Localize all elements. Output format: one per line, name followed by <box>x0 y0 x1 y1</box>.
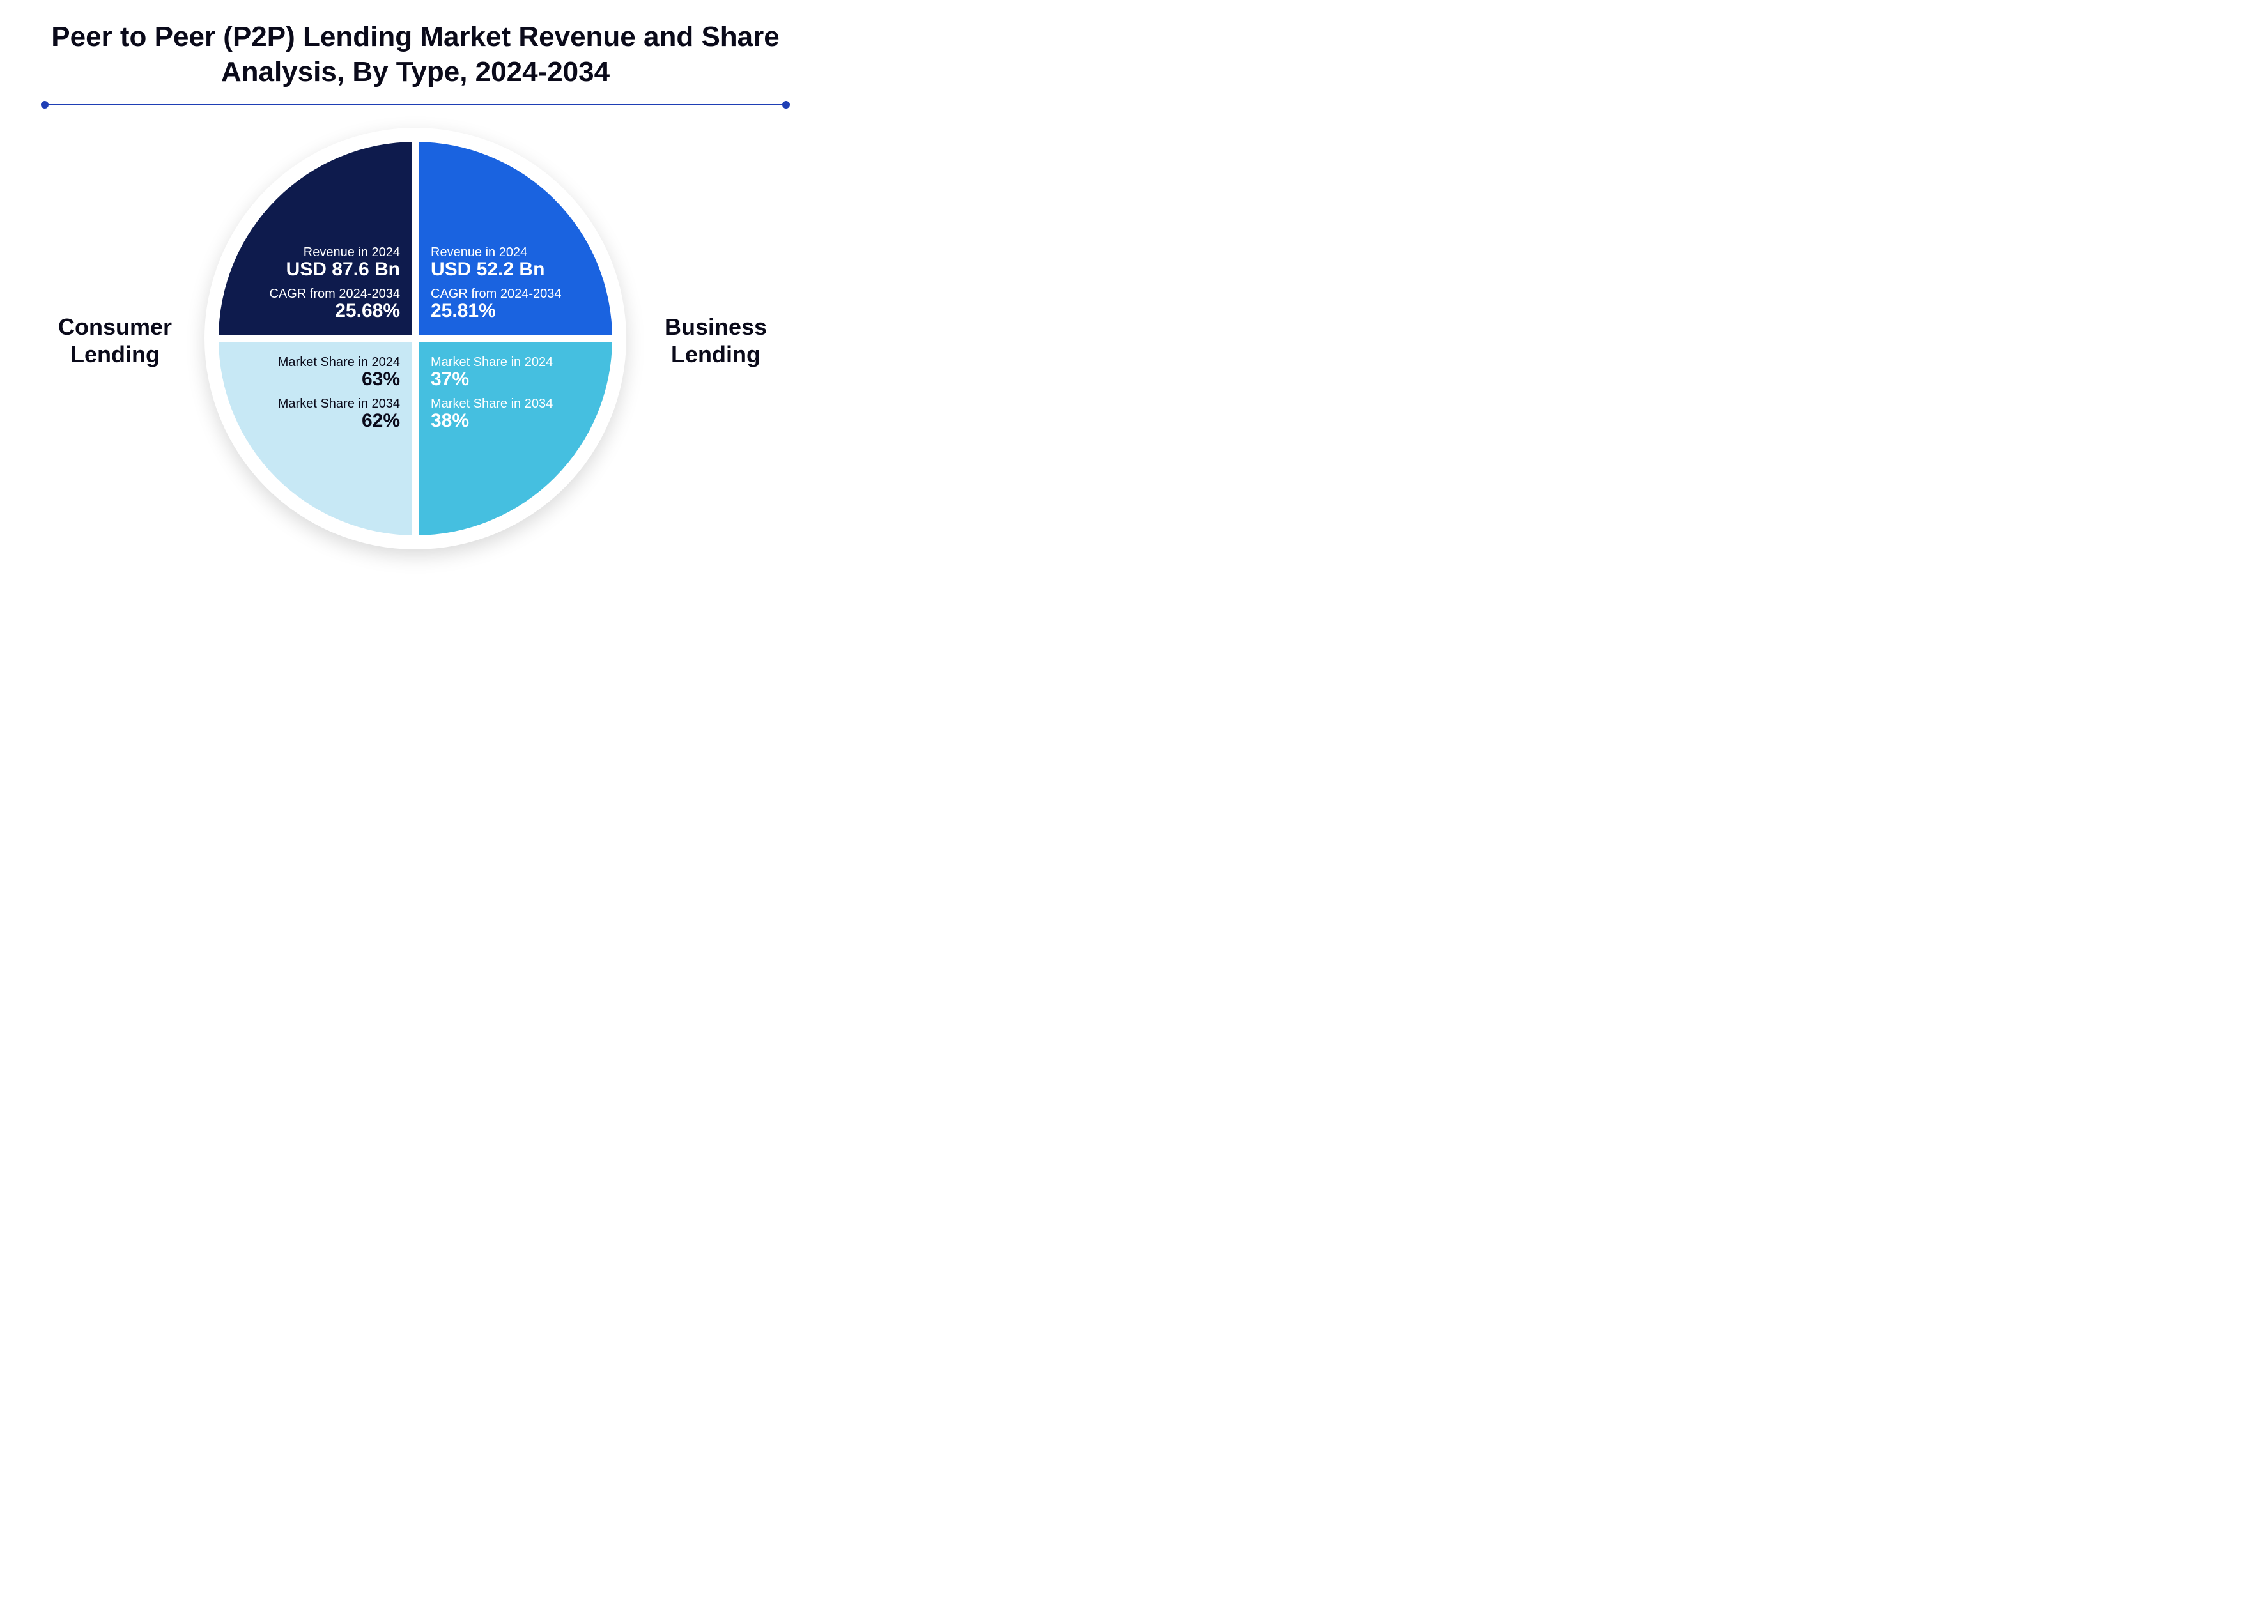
metric-block: Revenue in 2024 USD 52.2 Bn <box>431 245 544 280</box>
metric-value: 25.81% <box>431 300 562 322</box>
quadrant-content: Market Share in 2024 63% Market Share in… <box>278 355 400 432</box>
chart-area: Consumer Lending Business Lending Revenu… <box>0 121 831 588</box>
metric-value: 63% <box>278 369 400 390</box>
category-label-consumer: Consumer Lending <box>38 313 192 368</box>
metric-block: CAGR from 2024-2034 25.81% <box>431 287 562 322</box>
category-label-line: Lending <box>38 341 192 368</box>
quadrant-consumer-revenue: Revenue in 2024 USD 87.6 Bn CAGR from 20… <box>219 142 415 339</box>
circle-chart: Revenue in 2024 USD 87.6 Bn CAGR from 20… <box>204 128 626 549</box>
metric-value: 62% <box>278 410 400 432</box>
quadrant-content: Revenue in 2024 USD 52.2 Bn CAGR from 20… <box>431 245 562 322</box>
chart-title: Peer to Peer (P2P) Lending Market Revenu… <box>0 0 831 89</box>
metric-block: Revenue in 2024 USD 87.6 Bn <box>286 245 400 280</box>
category-label-business: Business Lending <box>639 313 792 368</box>
category-label-line: Business <box>639 313 792 341</box>
quadrant-gap-horizontal <box>219 335 612 342</box>
metric-block: Market Share in 2024 37% <box>431 355 553 390</box>
metric-label: Market Share in 2034 <box>431 397 553 411</box>
metric-label: Market Share in 2034 <box>278 397 400 411</box>
metric-label: Market Share in 2024 <box>278 355 400 370</box>
quadrant-business-revenue: Revenue in 2024 USD 52.2 Bn CAGR from 20… <box>415 142 612 339</box>
metric-block: Market Share in 2024 63% <box>278 355 400 390</box>
metric-label: Revenue in 2024 <box>431 245 544 260</box>
title-divider <box>45 101 786 109</box>
category-label-line: Consumer <box>38 313 192 341</box>
metric-value: USD 87.6 Bn <box>286 259 400 280</box>
quadrant-content: Market Share in 2024 37% Market Share in… <box>431 355 553 432</box>
quadrant-consumer-share: Market Share in 2024 63% Market Share in… <box>219 339 415 535</box>
metric-block: Market Share in 2034 62% <box>278 397 400 432</box>
quadrant-business-share: Market Share in 2024 37% Market Share in… <box>415 339 612 535</box>
metric-label: CAGR from 2024-2034 <box>269 287 400 302</box>
quadrant-content: Revenue in 2024 USD 87.6 Bn CAGR from 20… <box>269 245 400 322</box>
divider-dot-left <box>41 101 49 109</box>
metric-value: 25.68% <box>269 300 400 322</box>
divider-dot-right <box>782 101 790 109</box>
metric-label: CAGR from 2024-2034 <box>431 287 562 302</box>
metric-label: Market Share in 2024 <box>431 355 553 370</box>
metric-value: USD 52.2 Bn <box>431 259 544 280</box>
divider-line <box>45 104 786 105</box>
circle-disc: Revenue in 2024 USD 87.6 Bn CAGR from 20… <box>219 142 612 535</box>
category-label-line: Lending <box>639 341 792 368</box>
metric-value: 37% <box>431 369 553 390</box>
metric-value: 38% <box>431 410 553 432</box>
metric-block: Market Share in 2034 38% <box>431 397 553 432</box>
metric-block: CAGR from 2024-2034 25.68% <box>269 287 400 322</box>
metric-label: Revenue in 2024 <box>286 245 400 260</box>
